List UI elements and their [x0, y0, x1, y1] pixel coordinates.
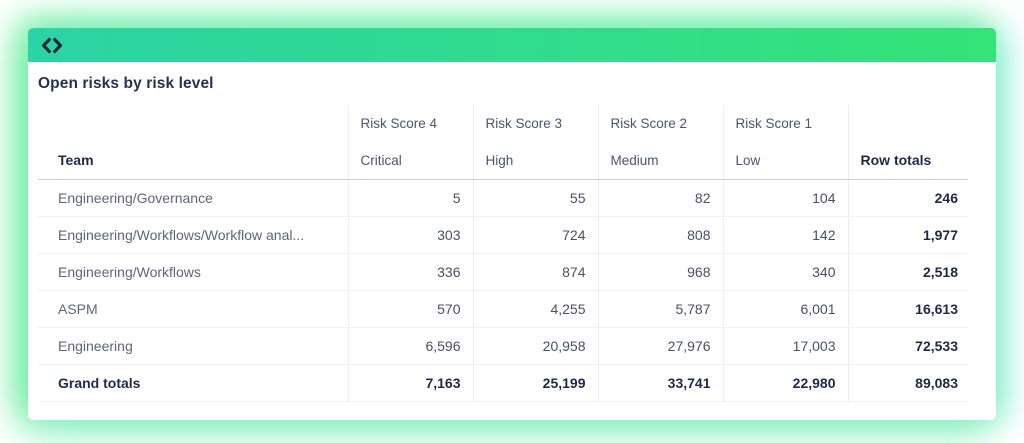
medium-cell: 5,787 — [597, 290, 723, 328]
open-risks-table: Risk Score 4 Risk Score 3 Risk Score 2 R… — [38, 105, 968, 402]
column-header-risk-score-3: Risk Score 3 — [472, 105, 598, 142]
column-header-row-totals: Row totals — [847, 142, 968, 180]
medium-cell: 808 — [597, 216, 723, 254]
grand-total-cell: 89,083 — [847, 364, 968, 402]
high-cell: 4,255 — [472, 290, 598, 328]
row-total-cell: 16,613 — [847, 290, 968, 328]
low-cell: 6,001 — [722, 290, 848, 328]
table-row-aspm: ASPM 570 4,255 5,787 6,001 16,613 — [38, 290, 968, 328]
low-cell: 104 — [722, 179, 848, 217]
table-row-engineering-governance: Engineering/Governance 5 55 82 104 246 — [38, 179, 968, 217]
widget-title: Open risks by risk level — [38, 75, 214, 92]
team-column-spacer — [38, 105, 348, 142]
table-row-engineering-workflows: Engineering/Workflows 336 874 968 340 2,… — [38, 253, 968, 291]
widget-header-bar — [28, 28, 996, 62]
critical-cell: 6,596 — [347, 327, 473, 365]
medium-cell: 82 — [597, 179, 723, 217]
high-cell: 724 — [472, 216, 598, 254]
medium-cell: 27,976 — [597, 327, 723, 365]
grand-medium-cell: 33,741 — [597, 364, 723, 402]
critical-cell: 336 — [347, 253, 473, 291]
team-cell: Engineering/Governance — [38, 179, 348, 217]
team-cell: Engineering/Workflows — [38, 253, 348, 291]
column-header-risk-score-1: Risk Score 1 — [722, 105, 848, 142]
medium-cell: 968 — [597, 253, 723, 291]
grand-low-cell: 22,980 — [722, 364, 848, 402]
critical-cell: 5 — [347, 179, 473, 217]
grand-totals-row: Grand totals 7,163 25,199 33,741 22,980 … — [38, 364, 968, 402]
report-widget-card: Open risks by risk level Risk Score 4 Ri… — [28, 28, 996, 420]
column-header-risk-score-4: Risk Score 4 — [347, 105, 473, 142]
grand-critical-cell: 7,163 — [347, 364, 473, 402]
low-cell: 142 — [722, 216, 848, 254]
column-header-medium: Medium — [597, 142, 723, 180]
high-cell: 55 — [472, 179, 598, 217]
row-total-cell: 246 — [847, 179, 968, 217]
low-cell: 17,003 — [722, 327, 848, 365]
row-total-cell: 72,533 — [847, 327, 968, 365]
high-cell: 20,958 — [472, 327, 598, 365]
critical-cell: 303 — [347, 216, 473, 254]
table-row-engineering: Engineering 6,596 20,958 27,976 17,003 7… — [38, 327, 968, 365]
diamond-brackets-icon — [42, 37, 62, 54]
critical-cell: 570 — [347, 290, 473, 328]
row-total-cell: 2,518 — [847, 253, 968, 291]
team-cell: Engineering — [38, 327, 348, 365]
high-cell: 874 — [472, 253, 598, 291]
grand-high-cell: 25,199 — [472, 364, 598, 402]
low-cell: 340 — [722, 253, 848, 291]
risk-score-header-row: Risk Score 4 Risk Score 3 Risk Score 2 R… — [38, 105, 968, 142]
column-header-high: High — [472, 142, 598, 180]
grand-totals-label: Grand totals — [38, 364, 348, 402]
column-header-low: Low — [722, 142, 848, 180]
row-total-cell: 1,977 — [847, 216, 968, 254]
team-cell: ASPM — [38, 290, 348, 328]
risk-level-header-row: Team Critical High Medium Low Row totals — [38, 142, 968, 180]
row-totals-column-spacer — [847, 105, 968, 142]
team-cell: Engineering/Workflows/Workflow anal... — [38, 216, 348, 254]
column-header-team: Team — [38, 142, 348, 180]
table-row-workflow-analytics: Engineering/Workflows/Workflow anal... 3… — [38, 216, 968, 254]
column-header-critical: Critical — [347, 142, 473, 180]
column-header-risk-score-2: Risk Score 2 — [597, 105, 723, 142]
